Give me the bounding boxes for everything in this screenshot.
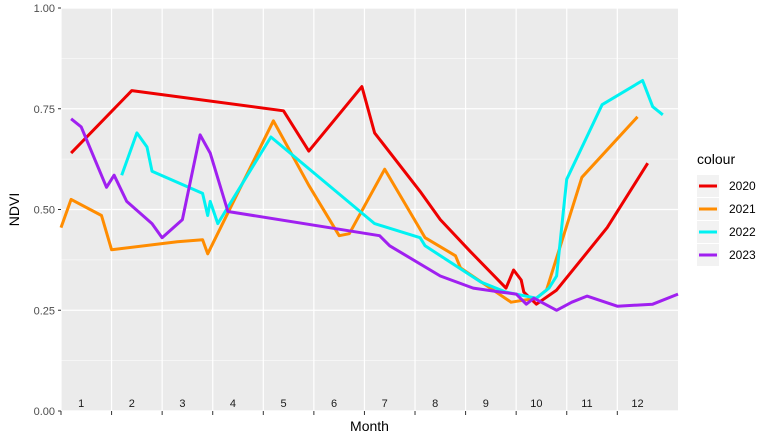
series-line-2023 (70, 117, 679, 312)
y-tick-label: 1.00 (34, 3, 55, 15)
month-label: 2 (129, 398, 135, 410)
legend-label: 2022 (729, 225, 756, 239)
legend-label: 2020 (729, 179, 756, 193)
series-line-2022 (120, 79, 664, 300)
y-tick-label: 0.25 (34, 305, 55, 317)
y-tick-label: 0.00 (34, 406, 55, 418)
series-line-2020 (70, 85, 649, 306)
month-label: 6 (331, 398, 337, 410)
month-label: 7 (382, 398, 388, 410)
legend: colour 2020 2021 2022 2023 (697, 151, 756, 266)
month-label: 4 (230, 398, 236, 410)
legend-items: 2020 2021 2022 2023 (697, 175, 756, 266)
month-label: 11 (581, 398, 592, 410)
month-label: 10 (530, 398, 542, 410)
legend-title: colour (697, 151, 735, 167)
month-label: 9 (483, 398, 489, 410)
legend-label: 2021 (729, 202, 756, 216)
y-axis: 0.00 0.25 0.50 0.75 1.00 (34, 3, 61, 418)
legend-label: 2023 (729, 248, 756, 262)
x-axis (60, 411, 618, 415)
month-labels: 1 2 3 4 5 6 7 8 9 10 11 12 (78, 398, 643, 410)
month-label: 8 (432, 398, 438, 410)
y-tick-label: 0.75 (34, 104, 55, 116)
month-label: 5 (280, 398, 286, 410)
month-label: 12 (631, 398, 643, 410)
y-tick-label: 0.50 (34, 205, 55, 217)
month-label: 3 (179, 398, 185, 410)
y-axis-title: NDVI (6, 193, 22, 226)
series-lines (59, 79, 679, 312)
x-axis-title: Month (350, 418, 389, 434)
month-label: 1 (78, 398, 84, 410)
